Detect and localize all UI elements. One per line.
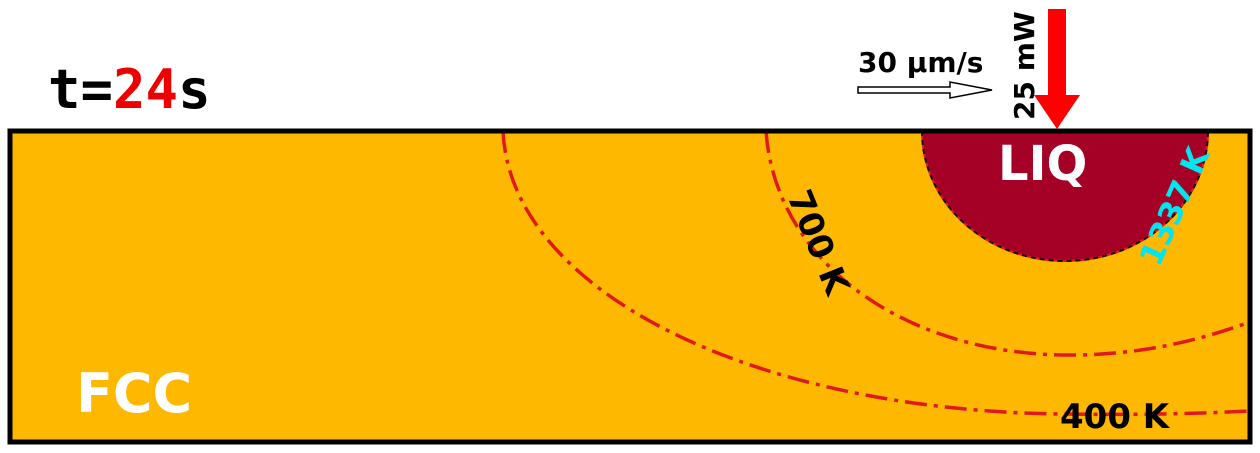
time-prefix: t= (48, 58, 113, 121)
domain-border (7, 128, 1253, 445)
time-unit: s (178, 58, 211, 121)
isotherm-400k-label: 400 K (1060, 397, 1171, 437)
laser-power-label: 25 mW (1008, 11, 1041, 120)
solid-phase-label: FCC (76, 362, 192, 425)
isotherm-400k-line (501, 131, 1250, 417)
time-readout: t=24s (48, 58, 211, 121)
isotherm-700k-line (764, 131, 1250, 357)
laser-beam-arrow (1034, 9, 1080, 129)
scan-direction-arrow (857, 81, 993, 99)
scan-velocity-label: 30 µm/s (858, 46, 983, 79)
liquid-phase-label: LIQ (998, 136, 1087, 192)
time-value: 24 (113, 58, 178, 121)
